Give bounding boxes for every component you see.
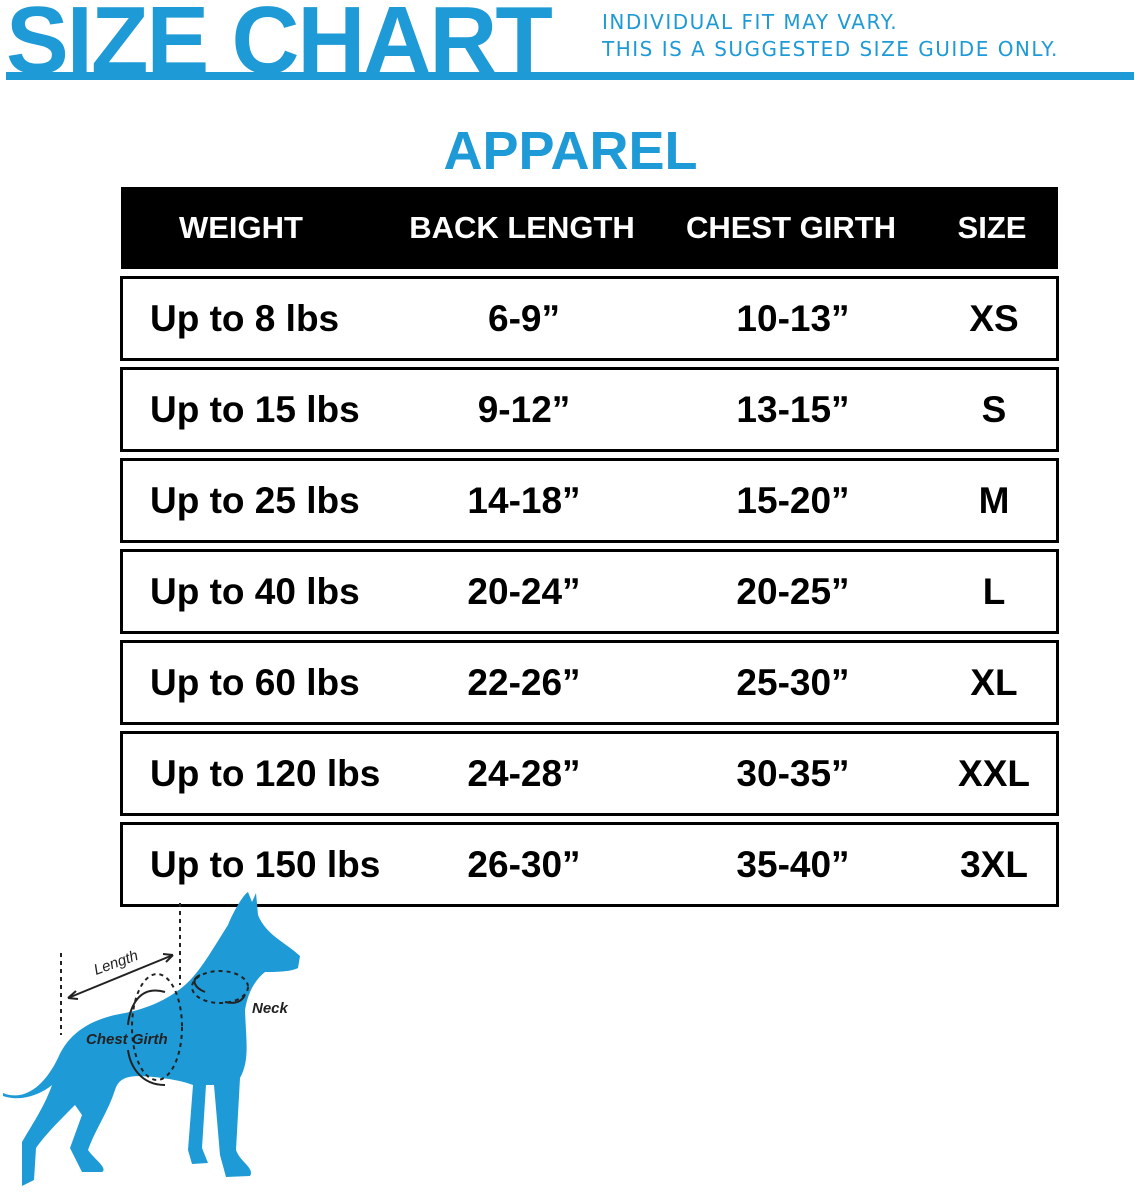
cell-weight: Up to 25 lbs	[150, 479, 360, 521]
chest-girth-label: Chest Girth	[86, 1031, 168, 1048]
cell-size: XL	[970, 661, 1018, 703]
cell-chest-girth: 35-40”	[736, 843, 850, 885]
column-header-back-length: BACK LENGTH	[409, 210, 635, 245]
disclaimer-line-1: INDIVIDUAL FIT MAY VARY.	[602, 10, 899, 34]
length-label: Length	[92, 947, 141, 979]
table-row: Up to 40 lbs 20-24” 20-25” L	[120, 549, 1059, 634]
neck-label: Neck	[252, 1000, 289, 1017]
cell-back-length: 14-18”	[467, 479, 581, 521]
cell-weight: Up to 15 lbs	[150, 388, 360, 430]
cell-back-length: 6-9”	[488, 297, 560, 339]
cell-size: XXL	[958, 752, 1030, 794]
cell-back-length: 9-12”	[477, 388, 571, 430]
column-header-chest-girth: CHEST GIRTH	[685, 210, 897, 245]
cell-chest-girth: 25-30”	[736, 661, 850, 703]
cell-chest-girth: 20-25”	[736, 570, 850, 612]
cell-back-length: 20-24”	[467, 570, 581, 612]
dog-silhouette	[3, 892, 300, 1186]
title-underline	[6, 72, 1134, 80]
page-title: SIZE CHART	[6, 0, 553, 94]
cell-weight: Up to 60 lbs	[150, 661, 360, 703]
section-title: APPAREL	[443, 121, 698, 181]
cell-weight: Up to 150 lbs	[150, 843, 381, 885]
cell-chest-girth: 13-15”	[736, 388, 850, 430]
cell-size: 3XL	[960, 843, 1028, 885]
cell-chest-girth: 30-35”	[736, 752, 850, 794]
cell-weight: Up to 8 lbs	[150, 297, 340, 339]
table-row: Up to 150 lbs 26-30” 35-40” 3XL	[120, 822, 1059, 907]
cell-size: L	[982, 570, 1006, 612]
column-header-size: SIZE	[957, 210, 1027, 245]
table-header: WEIGHT BACK LENGTH CHEST GIRTH SIZE	[121, 187, 1058, 269]
cell-weight: Up to 40 lbs	[150, 570, 360, 612]
table-row: Up to 25 lbs 14-18” 15-20” M	[120, 458, 1059, 543]
disclaimer-line-2: THIS IS A SUGGESTED SIZE GUIDE ONLY.	[602, 37, 1059, 61]
cell-back-length: 24-28”	[467, 752, 581, 794]
cell-chest-girth: 10-13”	[736, 297, 850, 339]
cell-size: S	[981, 388, 1007, 430]
cell-weight: Up to 120 lbs	[150, 752, 381, 794]
column-header-weight: WEIGHT	[179, 210, 303, 245]
cell-size: XS	[969, 297, 1019, 339]
cell-chest-girth: 15-20”	[736, 479, 850, 521]
table-row: Up to 8 lbs 6-9” 10-13” XS	[120, 276, 1059, 361]
cell-back-length: 26-30”	[467, 843, 581, 885]
cell-back-length: 22-26”	[467, 661, 581, 703]
cell-size: M	[978, 479, 1010, 521]
table-row: Up to 15 lbs 9-12” 13-15” S	[120, 367, 1059, 452]
dog-measurement-diagram: Length Neck Chest Girth	[3, 892, 300, 1186]
table-row: Up to 60 lbs 22-26” 25-30” XL	[120, 640, 1059, 725]
table-row: Up to 120 lbs 24-28” 30-35” XXL	[120, 731, 1059, 816]
